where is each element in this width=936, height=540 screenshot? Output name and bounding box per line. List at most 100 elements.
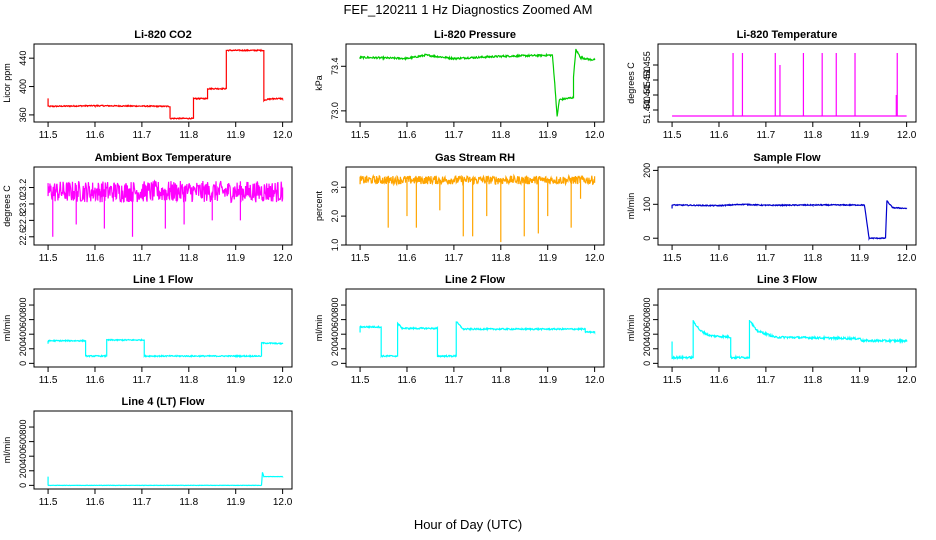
y-tick-label: 400	[642, 327, 652, 342]
x-tick-label: 11.7	[757, 130, 776, 141]
panel-sample: Sample Flow ml/min 11.5 11.6 11.7 11.8 11.9 12.…	[626, 152, 917, 264]
x-tick-label: 12.0	[585, 253, 605, 264]
plot-frame	[345, 288, 605, 368]
x-axis-label: Hour of Day (UTC)	[413, 517, 523, 532]
y-axis-label: ml/min	[2, 315, 12, 342]
panel-ambient: Ambient Box Temperature degrees C 11.5 11.6…	[2, 152, 293, 264]
y-tick-label: 400	[330, 327, 340, 342]
x-tick-label: 12.0	[273, 375, 293, 386]
x-tick-label: 11.8	[491, 253, 510, 264]
x-tick-label: 11.7	[133, 497, 152, 508]
x-tick-label: 11.7	[445, 375, 464, 386]
panel-title: Sample Flow	[753, 152, 821, 164]
y-tick-label: 22.8	[18, 212, 28, 230]
y-tick-label: 0	[18, 483, 28, 488]
y-axis-label: ml/min	[626, 193, 636, 220]
x-tick-label: 11.7	[757, 253, 776, 264]
x-tick-label: 11.8	[179, 253, 198, 264]
x-tick-label: 11.9	[226, 130, 245, 141]
y-tick-label: 200	[642, 163, 652, 178]
panel-line1: Line 1 Flow ml/min 11.5 11.6 11.7 11.8 11.9 12.…	[2, 274, 293, 386]
x-tick-label: 12.0	[897, 375, 917, 386]
panel-line4: Line 4 (LT) Flow ml/min 11.5 11.6 11.7 11.8 11…	[2, 396, 293, 508]
panel-title: Line 2 Flow	[445, 274, 505, 286]
x-tick-label: 11.9	[850, 375, 869, 386]
panel-title: Li-820 CO2	[134, 29, 191, 41]
y-tick-label: 800	[642, 298, 652, 313]
x-tick-label: 11.5	[39, 497, 58, 508]
x-tick-label: 11.8	[803, 253, 822, 264]
y-tick-label: 200	[18, 341, 28, 356]
y-tick-label: 800	[330, 298, 340, 313]
x-tick-label: 12.0	[585, 375, 605, 386]
x-tick-label: 11.8	[803, 375, 822, 386]
y-axis-label: degrees C	[2, 185, 12, 227]
x-tick-label: 11.6	[710, 375, 729, 386]
y-axis-label: degrees C	[626, 62, 636, 104]
x-tick-label: 11.6	[86, 375, 105, 386]
plot-frame	[657, 288, 917, 368]
y-tick-label: 0	[642, 236, 652, 241]
x-tick-label: 11.5	[351, 375, 370, 386]
panel-title: Gas Stream RH	[435, 152, 515, 164]
y-tick-label: 1.0	[330, 239, 340, 252]
x-tick-label: 11.5	[663, 253, 682, 264]
x-tick-label: 11.6	[86, 497, 105, 508]
series-line	[47, 48, 284, 120]
plot-frame	[657, 43, 917, 123]
plot-frame	[33, 43, 293, 123]
x-tick-label: 11.8	[491, 375, 510, 386]
y-tick-label: 600	[330, 312, 340, 327]
x-tick-label: 11.8	[179, 497, 198, 508]
plot-frame	[657, 166, 917, 246]
y-tick-label: 73.0	[330, 102, 340, 120]
series-line	[671, 320, 908, 361]
series-line	[359, 321, 596, 359]
series-line	[359, 173, 596, 187]
x-tick-label: 11.9	[226, 253, 245, 264]
page-title: FEF_120211 1 Hz Diagnostics Zoomed AM	[343, 2, 593, 17]
y-tick-label: 800	[18, 298, 28, 313]
y-tick-label: 200	[330, 341, 340, 356]
x-tick-label: 12.0	[585, 130, 605, 141]
x-tick-label: 11.5	[663, 375, 682, 386]
plot-frame	[33, 166, 293, 246]
y-tick-label: 200	[18, 463, 28, 478]
y-tick-label: 440	[18, 51, 28, 66]
x-tick-label: 11.7	[445, 130, 464, 141]
plot-frame	[33, 410, 293, 490]
y-tick-label: 3.0	[330, 181, 340, 194]
panel-pressure: Li-820 Pressure kPa 11.5 11.6 11.7 11.8 11.9 12…	[314, 29, 605, 141]
x-tick-label: 11.9	[850, 253, 869, 264]
x-tick-label: 11.8	[803, 130, 822, 141]
panel-co2: Li-820 CO2 Licor ppm 11.5 11.6 11.7 11.8 11.9 1…	[2, 29, 293, 141]
series-line	[47, 472, 284, 487]
x-tick-label: 11.6	[398, 130, 417, 141]
x-tick-label: 11.6	[398, 253, 417, 264]
y-tick-label: 0	[330, 361, 340, 366]
x-tick-label: 12.0	[273, 497, 293, 508]
x-tick-label: 11.9	[538, 375, 557, 386]
y-axis-label: ml/min	[2, 437, 12, 464]
y-tick-label: 22.6	[18, 228, 28, 246]
y-tick-label: 200	[642, 341, 652, 356]
plot-frame	[345, 166, 605, 246]
panel-title: Li-820 Pressure	[434, 29, 516, 41]
y-tick-label: 23.2	[18, 179, 28, 197]
x-tick-label: 11.9	[538, 130, 557, 141]
x-tick-label: 12.0	[273, 253, 293, 264]
y-tick-label: 600	[18, 312, 28, 327]
series-line	[359, 48, 596, 117]
y-tick-label: 2.0	[330, 210, 340, 223]
x-tick-label: 11.9	[226, 375, 245, 386]
panel-title: Ambient Box Temperature	[95, 152, 232, 164]
x-tick-label: 11.6	[86, 253, 105, 264]
x-tick-label: 11.7	[133, 375, 152, 386]
x-tick-label: 11.6	[86, 130, 105, 141]
plot-frame	[345, 43, 605, 123]
y-tick-label: 360	[18, 107, 28, 122]
panel-line2: Line 2 Flow ml/min 11.5 11.6 11.7 11.8 11.9 12.…	[314, 274, 605, 386]
x-tick-label: 11.6	[710, 253, 729, 264]
y-tick-label: 800	[18, 420, 28, 435]
